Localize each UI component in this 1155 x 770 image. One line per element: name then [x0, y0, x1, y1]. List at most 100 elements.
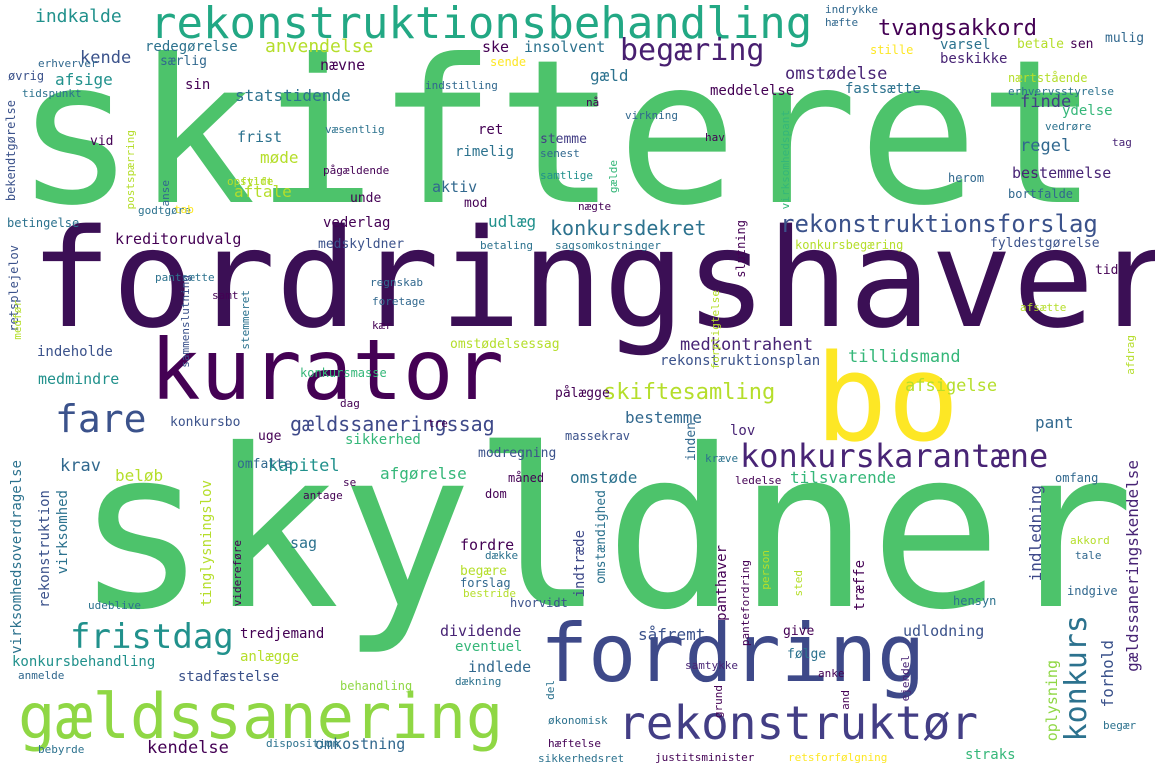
word: betaling — [480, 239, 533, 252]
word: kapitel — [268, 456, 340, 476]
word: indledning — [1026, 485, 1045, 582]
word: medskyldner — [318, 237, 405, 252]
word: afdrag — [1124, 335, 1137, 375]
word: aktiv — [432, 178, 478, 196]
word: hensyn — [953, 594, 997, 608]
word: forslag — [460, 576, 511, 590]
word: meddelelse — [710, 83, 795, 99]
word: begæring — [620, 33, 765, 68]
word: ret — [478, 122, 504, 138]
word: unde — [350, 191, 382, 206]
word: afsigelse — [905, 376, 998, 396]
word: tidspunkt — [22, 87, 82, 100]
word: lov — [730, 423, 756, 439]
word: bestemmelse — [1012, 164, 1112, 182]
word: pågældende — [323, 164, 390, 177]
word: konkursbehandling — [12, 654, 156, 670]
word: konkursbo — [170, 415, 241, 430]
word: afsætte — [1020, 301, 1067, 314]
word: person — [759, 550, 772, 590]
word: justitsminister — [655, 751, 755, 764]
word: slutning — [734, 220, 748, 278]
word: anse — [159, 180, 172, 207]
word: sted — [792, 570, 805, 597]
word: sag — [290, 534, 318, 552]
word: betale — [1017, 37, 1064, 52]
word: kær — [372, 319, 392, 332]
word: vedrøre — [1045, 120, 1092, 133]
word: bekendtgørelse — [4, 100, 18, 202]
word: regnskab — [370, 276, 423, 289]
word: mulig — [1105, 31, 1145, 46]
word: herom — [948, 171, 985, 185]
word: hvorvidt — [510, 596, 568, 610]
word: erhvervsstyrelse — [1008, 85, 1114, 98]
word: gæld — [590, 66, 629, 85]
word: kurator — [150, 321, 505, 419]
word: give — [783, 624, 815, 639]
word: regel — [1020, 136, 1072, 156]
word: fordre — [460, 536, 515, 554]
word: pantsætte — [155, 271, 215, 284]
word: rekonstruktion — [37, 490, 53, 609]
word: disposition — [266, 737, 339, 750]
word: øvrig — [8, 69, 45, 83]
word: afsige — [55, 70, 113, 89]
word: vederlag — [323, 215, 391, 231]
word: del — [544, 680, 557, 700]
word: straks — [965, 747, 1016, 763]
word: se — [343, 476, 357, 489]
word: tinglysningslov — [199, 480, 215, 607]
word: samtykke — [685, 659, 738, 672]
word: gældssaneringskendelse — [1123, 460, 1142, 672]
word: omfang — [1055, 471, 1099, 485]
word: hav — [705, 131, 725, 144]
word: konkursmasse — [300, 366, 387, 380]
word: oplysning — [1043, 660, 1061, 742]
word: stemmeret — [239, 290, 252, 350]
word: sen — [1070, 37, 1094, 52]
word: indlede — [468, 658, 532, 676]
word: inden — [684, 422, 699, 462]
word: medfør — [11, 300, 24, 340]
word: begær — [1103, 719, 1137, 732]
word: akkord — [1070, 534, 1110, 547]
word: sin — [185, 77, 211, 93]
word: fristdag — [70, 617, 234, 657]
word: kendelse — [147, 738, 229, 758]
word: varsel — [940, 37, 991, 53]
word: gælde — [607, 160, 620, 194]
word: konkursbegæring — [795, 238, 904, 252]
word: økonomisk — [548, 714, 608, 727]
word: omstændighed — [594, 490, 609, 584]
word: frist — [237, 128, 283, 146]
word: anvendelse — [265, 36, 374, 57]
word: nægte — [578, 200, 612, 213]
word: nævne — [320, 56, 366, 74]
word: bortfalde — [1008, 187, 1074, 201]
word: betingelse — [7, 216, 80, 230]
word: skiftesamling — [603, 380, 776, 405]
word: ejendel — [899, 655, 912, 702]
word: dag — [340, 397, 360, 410]
word: foretage — [372, 295, 425, 308]
word: massekrav — [565, 429, 631, 443]
word: såfremt — [638, 625, 706, 644]
word: grund — [712, 685, 725, 719]
word: hæfte — [825, 16, 859, 29]
word: bestemme — [625, 408, 703, 427]
word: konkursdekret — [550, 216, 707, 240]
word: udeblive — [88, 599, 141, 612]
word: tre — [428, 417, 448, 430]
word: afgørelse — [380, 464, 467, 483]
word: følge — [787, 647, 827, 662]
word: aftale — [234, 182, 292, 201]
word: rekonstruktionsforslag — [780, 210, 1098, 238]
word: måned — [508, 471, 545, 485]
word: beløb — [115, 466, 164, 485]
word: gældssaneringssag — [290, 412, 495, 436]
word: krav — [60, 456, 101, 476]
word: forpligtelse — [709, 290, 722, 370]
word: godtgøre — [138, 204, 191, 217]
